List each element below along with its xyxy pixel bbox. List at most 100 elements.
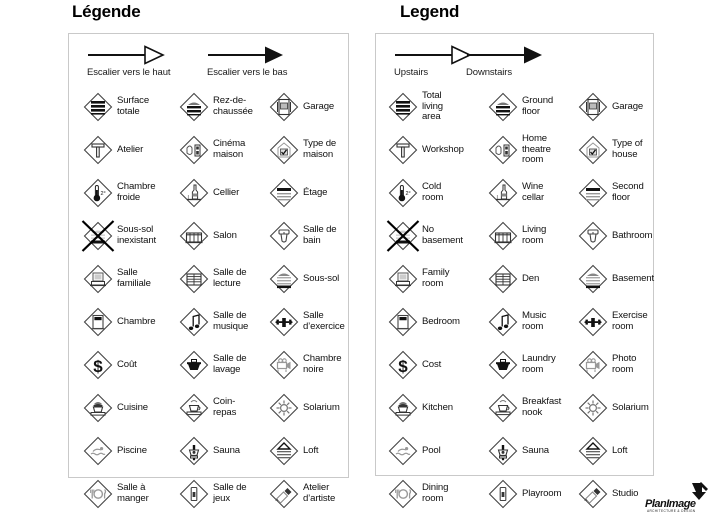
arrow-open-right-icon (87, 45, 170, 66)
legend-entry: Photo room (578, 348, 658, 382)
legend-entry-label: Type of house (612, 138, 643, 160)
legend-entry: Salle de jeux (179, 477, 271, 511)
stair-down-english: Downstairs (466, 46, 544, 78)
pool-icon (83, 436, 113, 466)
legend-entry: Studio (578, 477, 658, 511)
legend-entry: Loft (578, 434, 658, 468)
page-title-french: Légende (72, 2, 141, 21)
cold-room-icon: 2° (388, 178, 418, 208)
logo-word-image: Image (666, 498, 696, 510)
legend-entry: Garage (578, 90, 658, 124)
legend-entry: Salle de lavage (179, 348, 271, 382)
legend-entry-label: Loft (303, 444, 319, 456)
stair-down-label: Escalier vers le bas (207, 67, 288, 78)
legend-entry: Chambre (83, 305, 179, 339)
svg-text:I: I (497, 195, 498, 201)
legend-entry-label: Second floor (612, 181, 644, 203)
legend-entry: Sous-sol (269, 262, 351, 296)
legend-entry-label: Bathroom (612, 229, 653, 241)
legend-entry: Cinéma maison (179, 133, 271, 167)
wine-cellar-icon: I (488, 178, 518, 208)
legend-entry-label: Sauna (522, 444, 549, 456)
legend-entry: Étage (269, 176, 351, 210)
stairs-row-french: Escalier vers le haut Escalier vers le b… (69, 45, 348, 90)
workshop-hammer-icon (388, 135, 418, 165)
legend-entry-label: Atelier d’artiste (303, 482, 336, 504)
legend-entry-label: Sous-sol inexistant (117, 224, 157, 246)
no-basement-icon (386, 220, 420, 252)
legend-entry: Bedroom (388, 305, 488, 339)
legend-entry-label: No basement (422, 224, 463, 246)
family-room-icon (388, 264, 418, 294)
legend-entry-label: Chambre froide (117, 181, 156, 203)
legend-panel-english: Upstairs Downstairs Total living area Gro… (375, 33, 654, 509)
music-room-icon (179, 307, 209, 337)
legend-entry: Bathroom (578, 219, 658, 253)
legend-entry: Living room (488, 219, 580, 253)
legend-entry-label: Laundry room (522, 353, 556, 375)
legend-entry-label: Salle de lavage (213, 353, 247, 375)
playroom-icon (179, 479, 209, 509)
exercise-room-icon (269, 307, 299, 337)
solarium-icon (269, 393, 299, 423)
legend-entry-label: Surface totale (117, 95, 150, 117)
logo-wordmark: PlanImage (645, 498, 696, 510)
stair-down-french: Escalier vers le bas (207, 46, 287, 78)
no-basement-icon (81, 220, 115, 252)
photo-room-icon (578, 350, 608, 380)
legend-entry-label: Playroom (522, 487, 562, 499)
legend-entry: Salle de musique (179, 305, 271, 339)
legend-entry: No basement (386, 219, 488, 253)
breakfast-nook-icon (488, 393, 518, 423)
legend-entry-label: Dining room (422, 482, 449, 504)
stair-up-label: Upstairs (394, 67, 429, 78)
legend-entry: Rez-de- chaussée (179, 90, 271, 124)
laundry-room-icon (488, 350, 518, 380)
legend-entry-label: Salle de musique (213, 310, 249, 332)
svg-text:I: I (188, 195, 189, 201)
photo-room-icon (269, 350, 299, 380)
loft-icon (269, 436, 299, 466)
svg-text:$: $ (398, 357, 408, 376)
bedroom-icon (83, 307, 113, 337)
legend-entry-label: Studio (612, 487, 639, 499)
breakfast-nook-icon (179, 393, 209, 423)
legend-entry-label: Rez-de- chaussée (213, 95, 253, 117)
legend-entry: Type de maison (269, 133, 351, 167)
arrow-filled-right-icon (207, 46, 287, 66)
planimage-logo: PlanImage ARCHITECTURE & DESIGN (645, 482, 715, 518)
legend-entry-label: Exercise room (612, 310, 648, 332)
legend-entry-label: Salle d’exercice (303, 310, 345, 332)
living-room-icon (488, 221, 518, 251)
legend-entry-label: Cold room (422, 181, 444, 203)
wine-cellar-icon: I (179, 178, 209, 208)
legend-entry: Salle de bain (269, 219, 351, 253)
sauna-icon (488, 436, 518, 466)
arrow-filled-right-icon (466, 46, 544, 66)
stairs-row-english: Upstairs Downstairs (376, 45, 653, 90)
legend-entry-label: Kitchen (422, 401, 453, 413)
legend-entry: Type of house (578, 133, 658, 167)
ground-floor-icon (179, 92, 209, 122)
legend-entry: Solarium (578, 391, 658, 425)
legend-entry-label: Type de maison (303, 138, 337, 160)
legend-entry: Laundry room (488, 348, 580, 382)
svg-text:2°: 2° (406, 191, 411, 197)
legend-panel-french: Escalier vers le haut Escalier vers le b… (68, 33, 351, 509)
legend-entry-label: Ground floor (522, 95, 554, 117)
legend-grid-french: Surface totale Rez-de- chaussée Garage Atel… (69, 90, 351, 509)
legend-entry: Pool (388, 434, 488, 468)
legend-entry: Sauna (488, 434, 580, 468)
basement-icon (578, 264, 608, 294)
home-theatre-icon (179, 135, 209, 165)
pool-icon (388, 436, 418, 466)
legend-entry: Sauna (179, 434, 271, 468)
home-theatre-icon (488, 135, 518, 165)
legend-entry: Workshop (388, 133, 488, 167)
legend-entry-label: Salle de bain (303, 224, 337, 246)
legend-entry: Atelier d’artiste (269, 477, 351, 511)
legend-entry: Cuisine (83, 391, 179, 425)
exercise-room-icon (578, 307, 608, 337)
legend-entry-label: Bedroom (422, 315, 460, 327)
legend-entry-label: Piscine (117, 444, 147, 456)
